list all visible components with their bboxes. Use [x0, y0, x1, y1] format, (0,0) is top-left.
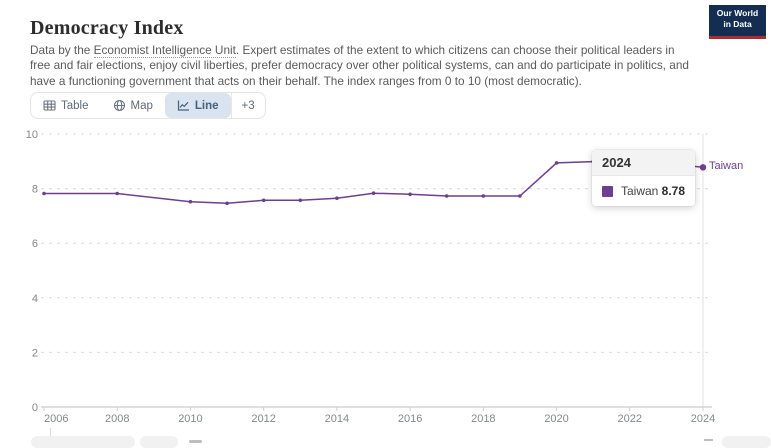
footer-dash-cutoff	[704, 439, 713, 441]
data-point-marker[interactable]	[408, 192, 412, 197]
tab-map[interactable]: Map	[101, 93, 165, 118]
x-tick-label: 2024	[691, 413, 715, 425]
x-tick-label: 2012	[251, 413, 275, 425]
page-title: Democracy Index	[30, 17, 184, 40]
footer-button-cutoff-1[interactable]	[31, 436, 135, 448]
series-end-label[interactable]: Taiwan	[709, 160, 744, 173]
subtitle-text-suffix: . Expert estimates of the extent to whic…	[30, 42, 689, 88]
tooltip-year: 2024	[592, 150, 695, 176]
tooltip-series-name: Taiwan	[621, 184, 659, 198]
data-point-marker[interactable]	[298, 198, 303, 203]
data-point-marker[interactable]	[188, 199, 193, 204]
tab-table[interactable]: Table	[31, 93, 101, 118]
view-tabbar: Table Map Line +3	[30, 92, 266, 119]
data-point-marker[interactable]	[518, 194, 522, 198]
owid-logo-line2: in Data	[723, 19, 752, 30]
footer-button-cutoff-3[interactable]	[722, 436, 771, 448]
end-point-marker[interactable]	[699, 164, 707, 171]
x-tick-label: 2008	[105, 413, 129, 425]
x-tick-label: 2022	[618, 413, 642, 425]
data-point-marker[interactable]	[554, 161, 559, 165]
line-chart: 0 2 4 6 8 10 2006 2008 2010 2012 2014 2016 2018 2020 2…	[0, 125, 771, 435]
y-tick-label: 8	[32, 184, 38, 196]
tooltip-row: Taiwan 8.78	[592, 176, 695, 206]
chart-subtitle: Data by the Economist Intelligence Unit.…	[30, 42, 690, 90]
data-point-marker[interactable]	[42, 191, 46, 196]
data-point-marker[interactable]	[444, 194, 449, 198]
x-tick-label: 2006	[44, 413, 68, 425]
tab-line-label: Line	[194, 99, 219, 112]
y-tick-label: 10	[26, 129, 38, 141]
tooltip-series-swatch	[602, 185, 613, 197]
subtitle-text-prefix: Data by the	[30, 42, 94, 57]
tab-more[interactable]: +3	[230, 93, 265, 118]
data-point-marker[interactable]	[261, 198, 266, 203]
owid-logo-line1: Our World	[716, 8, 759, 18]
line-chart-icon	[177, 99, 190, 112]
tab-table-label: Table	[61, 99, 89, 112]
tab-map-label: Map	[130, 99, 153, 112]
y-tick-label: 4	[32, 293, 38, 305]
chart-canvas[interactable]: 0 2 4 6 8 10 2006 2008 2010 2012 2014 2016 2018 2020 2…	[0, 125, 771, 435]
x-tick-label: 2014	[325, 413, 349, 425]
footer-marker-cutoff	[189, 440, 202, 443]
tab-more-label: +3	[241, 99, 255, 112]
tooltip-series-value: 8.78	[661, 184, 685, 198]
y-tick-label: 2	[32, 347, 38, 359]
data-point-marker[interactable]	[335, 196, 339, 200]
x-tick-label: 2020	[544, 413, 568, 425]
hover-tooltip: 2024 Taiwan 8.78	[592, 150, 695, 206]
data-point-marker[interactable]	[371, 191, 376, 195]
data-point-marker[interactable]	[115, 191, 119, 196]
y-tick-label: 6	[32, 238, 38, 250]
globe-icon	[113, 99, 126, 112]
x-tick-label: 2010	[178, 413, 202, 425]
footer-button-cutoff-2[interactable]	[140, 436, 178, 448]
owid-logo[interactable]: Our World in Data	[709, 5, 766, 39]
x-tick-label: 2018	[471, 413, 495, 425]
tab-line[interactable]: Line	[164, 93, 231, 118]
data-point-marker[interactable]	[225, 201, 229, 206]
x-tick-label: 2016	[398, 413, 422, 425]
y-tick-label: 0	[32, 402, 38, 414]
table-icon	[43, 99, 56, 112]
data-point-marker[interactable]	[481, 194, 486, 198]
source-link[interactable]: Economist Intelligence Unit	[93, 42, 236, 58]
